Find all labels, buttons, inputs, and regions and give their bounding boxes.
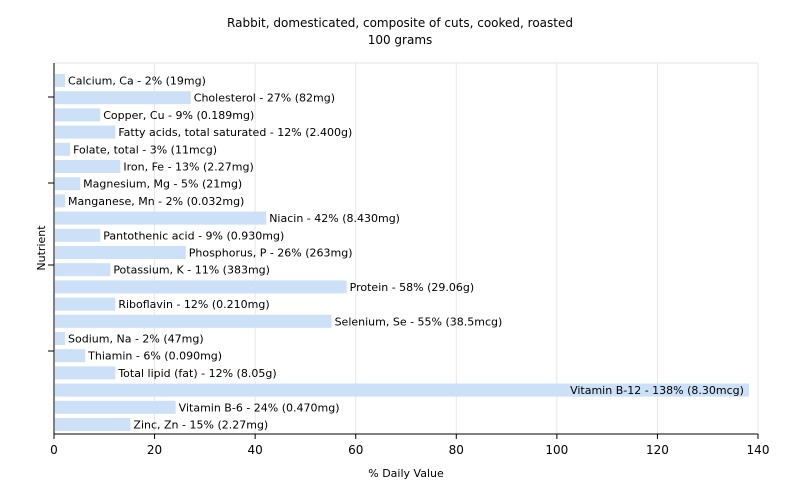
bar-label-20: Zinc, Zn - 15% (2.27mg) [133, 419, 268, 432]
bar-15 [55, 332, 66, 345]
axes: 0 20 40 60 80 100 120 140 [48, 63, 769, 457]
bar-2 [55, 108, 101, 122]
bar-label-8: Niacin - 42% (8.430mg) [269, 212, 400, 225]
bar-label-19: Vitamin B-6 - 24% (0.470mg) [179, 401, 340, 414]
bar-7 [55, 194, 66, 208]
bar-14 [55, 314, 332, 328]
bar-11 [55, 263, 111, 277]
chart-title: Rabbit, domesticated, composite of cuts,… [227, 16, 573, 30]
bar-label-9: Pantothenic acid - 9% (0.930mg) [103, 229, 284, 242]
bar-label-5: Iron, Fe - 13% (2.27mg) [123, 161, 253, 174]
bar-label-6: Magnesium, Mg - 5% (21mg) [83, 178, 242, 191]
bar-label-1: Cholesterol - 27% (82mg) [194, 92, 335, 105]
bar-5 [55, 160, 121, 173]
bar-label-16: Thiamin - 6% (0.090mg) [87, 350, 222, 363]
bar-9 [55, 228, 101, 242]
x-tick-label-80: 80 [449, 443, 464, 457]
bar-label-14: Selenium, Se - 55% (38.5mcg) [335, 315, 503, 328]
bar-label-7: Manganese, Mn - 2% (0.032mg) [68, 195, 244, 208]
bar-10 [55, 246, 186, 259]
bar-0 [55, 74, 66, 87]
y-axis-label: Nutrient [35, 225, 48, 271]
chart-subtitle: 100 grams [368, 33, 433, 47]
bar-12 [55, 280, 347, 294]
bar-19 [55, 400, 176, 414]
bar-label-0: Calcium, Ca - 2% (19mg) [68, 75, 206, 88]
bar-label-3: Fatty acids, total saturated - 12% (2.40… [118, 126, 352, 139]
bar-label-10: Phosphorus, P - 26% (263mg) [189, 247, 353, 260]
grid-lines [54, 62, 759, 434]
bar-1 [55, 91, 191, 105]
x-tick-label-20: 20 [147, 443, 162, 457]
bar-label-4: Folate, total - 3% (11mcg) [73, 143, 217, 156]
bar-label-18: Vitamin B-12 - 138% (8.30mcg) [570, 384, 744, 397]
x-tick-label-60: 60 [348, 443, 363, 457]
x-tick-label-120: 120 [646, 443, 669, 457]
bar-18 [55, 383, 749, 397]
x-tick-label-100: 100 [545, 443, 568, 457]
bar-label-12: Protein - 58% (29.06g) [350, 281, 475, 294]
x-tick-label-0: 0 [50, 443, 58, 457]
bar-8 [55, 211, 267, 225]
x-tick-label-40: 40 [248, 443, 263, 457]
bar-4 [55, 142, 71, 156]
bar-label-11: Potassium, K - 11% (383mg) [113, 264, 270, 277]
bar-16 [55, 349, 86, 363]
bar-17 [55, 366, 116, 380]
bar-3 [55, 125, 116, 139]
bar-label-13: Riboflavin - 12% (0.210mg) [118, 298, 269, 311]
x-tick-label-140: 140 [747, 443, 770, 457]
bars: Calcium, Ca - 2% (19mg) Cholesterol - 27%… [55, 74, 749, 432]
bar-20 [55, 418, 131, 431]
bar-label-17: Total lipid (fat) - 12% (8.05g) [117, 367, 276, 380]
x-axis-label: % Daily Value [368, 467, 444, 480]
bar-13 [55, 297, 116, 311]
bar-label-15: Sodium, Na - 2% (47mg) [68, 333, 204, 346]
bar-6 [55, 177, 81, 191]
bar-label-2: Copper, Cu - 9% (0.189mg) [103, 109, 254, 122]
